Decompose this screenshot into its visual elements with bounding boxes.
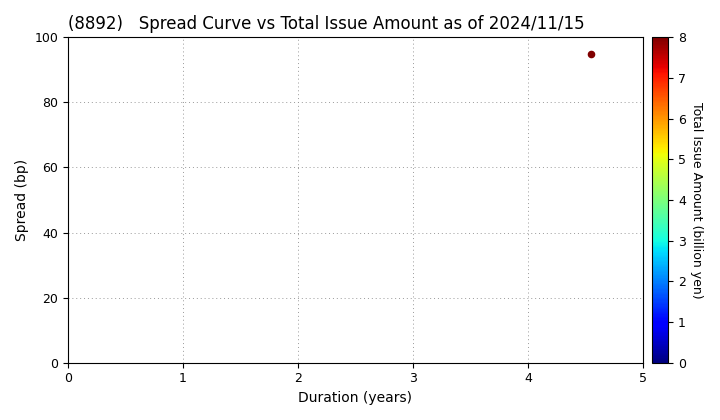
Point: [585, 50, 597, 57]
X-axis label: Duration (years): Duration (years): [299, 391, 413, 405]
Y-axis label: Total Issue Amount (billion yen): Total Issue Amount (billion yen): [690, 102, 703, 298]
Text: (8892)   Spread Curve vs Total Issue Amount as of 2024/11/15: (8892) Spread Curve vs Total Issue Amoun…: [68, 15, 585, 33]
Y-axis label: Spread (bp): Spread (bp): [15, 159, 29, 241]
